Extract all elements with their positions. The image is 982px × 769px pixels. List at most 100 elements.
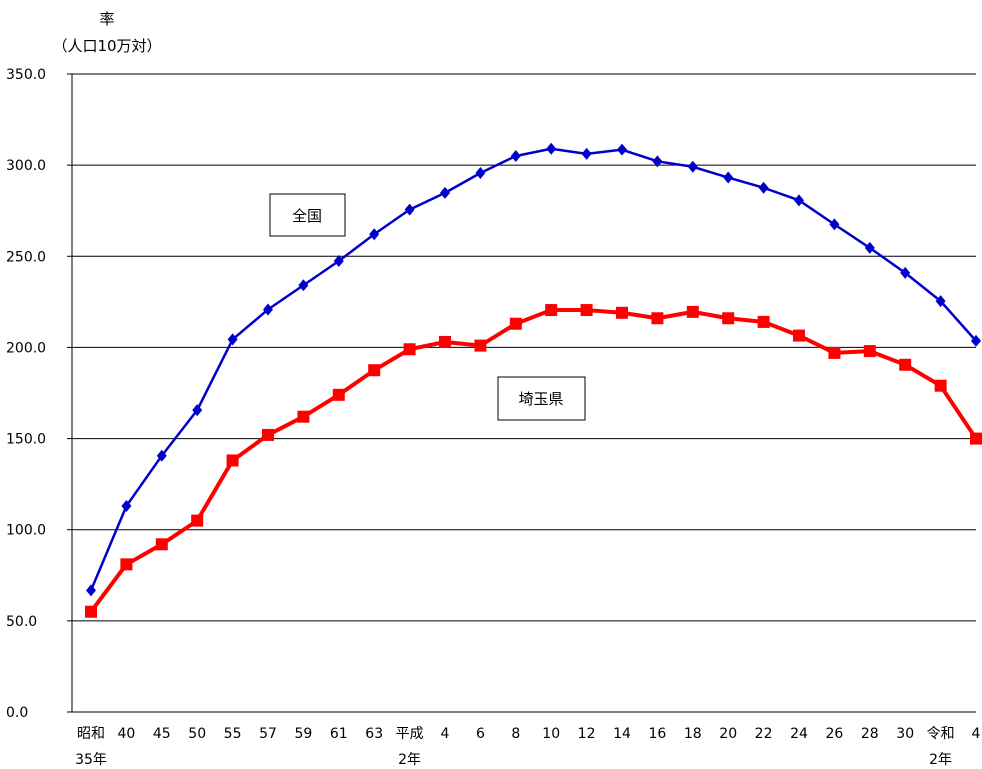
data-point bbox=[616, 306, 628, 319]
data-point bbox=[86, 584, 96, 597]
data-point bbox=[722, 312, 735, 325]
data-point bbox=[651, 312, 664, 325]
data-point bbox=[757, 315, 770, 328]
data-point bbox=[970, 432, 982, 445]
x-tick-label: 26 bbox=[825, 726, 843, 742]
data-point bbox=[297, 410, 310, 423]
data-point bbox=[474, 339, 487, 352]
x-tick-label: 28 bbox=[861, 726, 879, 742]
x-tick-label: 4 bbox=[441, 726, 450, 742]
data-point bbox=[580, 304, 593, 317]
data-point bbox=[120, 558, 133, 571]
y-tick-label: 350.0 bbox=[6, 67, 46, 83]
x-tick-label: 45 bbox=[153, 726, 171, 742]
y-tick-label: 300.0 bbox=[6, 158, 46, 174]
x-tick-label: 30 bbox=[896, 726, 914, 742]
x-tick-label: 12 bbox=[578, 726, 596, 742]
x-tick-label: 8 bbox=[511, 726, 520, 742]
data-point bbox=[863, 345, 876, 358]
x-tick-label: 55 bbox=[224, 726, 242, 742]
y-axis-label-line1: 率 bbox=[99, 10, 114, 28]
data-point bbox=[121, 500, 132, 513]
data-point bbox=[723, 171, 734, 184]
annotation-national: 全国 bbox=[269, 193, 346, 237]
data-point bbox=[85, 605, 97, 618]
series-saitama bbox=[85, 304, 982, 618]
x-tick-label: 昭和 bbox=[77, 726, 105, 742]
data-point bbox=[793, 329, 805, 342]
x-tick-label: 24 bbox=[790, 726, 808, 742]
x-tick-label: 20 bbox=[719, 726, 737, 742]
data-point bbox=[546, 142, 557, 155]
data-point bbox=[652, 155, 663, 168]
x-tick-label: 22 bbox=[755, 726, 773, 742]
y-tick-label: 100.0 bbox=[6, 523, 46, 539]
data-point bbox=[509, 317, 522, 330]
x-tick-label: 4 bbox=[972, 726, 981, 742]
y-tick-label: 0.0 bbox=[6, 705, 28, 721]
x-tick-label-sub: 35年 bbox=[75, 752, 107, 768]
y-tick-labels: 0.0 50.0 100.0 150.0 200.0 250.0 300.0 350.0 bbox=[6, 67, 72, 721]
x-tick-label: 63 bbox=[365, 726, 383, 742]
y-tick-label: 250.0 bbox=[6, 249, 46, 265]
x-tick-label: 59 bbox=[294, 726, 312, 742]
series-line bbox=[89, 147, 977, 591]
data-point bbox=[227, 333, 238, 346]
data-point bbox=[369, 228, 380, 241]
data-point bbox=[934, 379, 947, 392]
data-point bbox=[298, 279, 309, 292]
annotation-saitama: 埼玉県 bbox=[497, 376, 586, 421]
x-tick-label: 10 bbox=[542, 726, 560, 742]
data-point bbox=[828, 346, 841, 359]
grid-lines bbox=[72, 73, 976, 622]
x-tick-label: 14 bbox=[613, 726, 631, 742]
data-point bbox=[899, 358, 912, 371]
data-point bbox=[971, 334, 981, 347]
data-point bbox=[510, 150, 521, 163]
x-tick-label-sub: 2年 bbox=[929, 752, 952, 768]
data-point bbox=[156, 449, 167, 462]
data-point bbox=[439, 335, 451, 348]
data-point bbox=[475, 166, 486, 179]
x-tick-label: 6 bbox=[476, 726, 485, 742]
annotation-saitama-box bbox=[497, 376, 586, 421]
x-tick-label-sub: 2年 bbox=[398, 752, 421, 768]
series-national bbox=[86, 142, 981, 597]
data-point bbox=[263, 303, 273, 316]
annotation-national-label: 全国 bbox=[292, 207, 322, 225]
data-point bbox=[262, 428, 274, 441]
series bbox=[85, 142, 982, 618]
x-tick-label: 61 bbox=[330, 726, 348, 742]
data-point bbox=[687, 160, 698, 173]
x-tick-labels: 昭和 35年 40 45 50 55 57 59 61 63 平成 2年 4 6 8 10 12 14 16 18 20… bbox=[75, 726, 980, 768]
data-point bbox=[403, 343, 416, 356]
x-tick-label: 40 bbox=[117, 726, 135, 742]
y-tick-label: 200.0 bbox=[6, 340, 46, 356]
data-point bbox=[332, 388, 345, 401]
data-point bbox=[404, 203, 415, 216]
data-point bbox=[794, 194, 804, 207]
axes bbox=[71, 74, 976, 713]
data-point bbox=[333, 255, 344, 268]
data-point bbox=[191, 514, 204, 527]
x-tick-label: 57 bbox=[259, 726, 277, 742]
data-point bbox=[935, 295, 946, 308]
data-point bbox=[192, 404, 203, 417]
data-point bbox=[155, 538, 168, 551]
data-point bbox=[581, 147, 592, 160]
data-point bbox=[686, 305, 699, 318]
data-point bbox=[545, 304, 558, 317]
data-point bbox=[368, 364, 381, 377]
y-axis-label-line2: （人口10万対） bbox=[52, 37, 161, 55]
annotation-national-box bbox=[269, 193, 346, 237]
x-tick-label: 50 bbox=[188, 726, 206, 742]
data-point bbox=[226, 454, 239, 467]
y-tick-label: 50.0 bbox=[6, 614, 37, 630]
x-tick-label: 18 bbox=[684, 726, 702, 742]
annotation-saitama-label: 埼玉県 bbox=[518, 390, 563, 408]
data-point bbox=[440, 186, 450, 199]
x-tick-label: 平成 bbox=[396, 726, 424, 742]
data-point bbox=[864, 241, 875, 254]
